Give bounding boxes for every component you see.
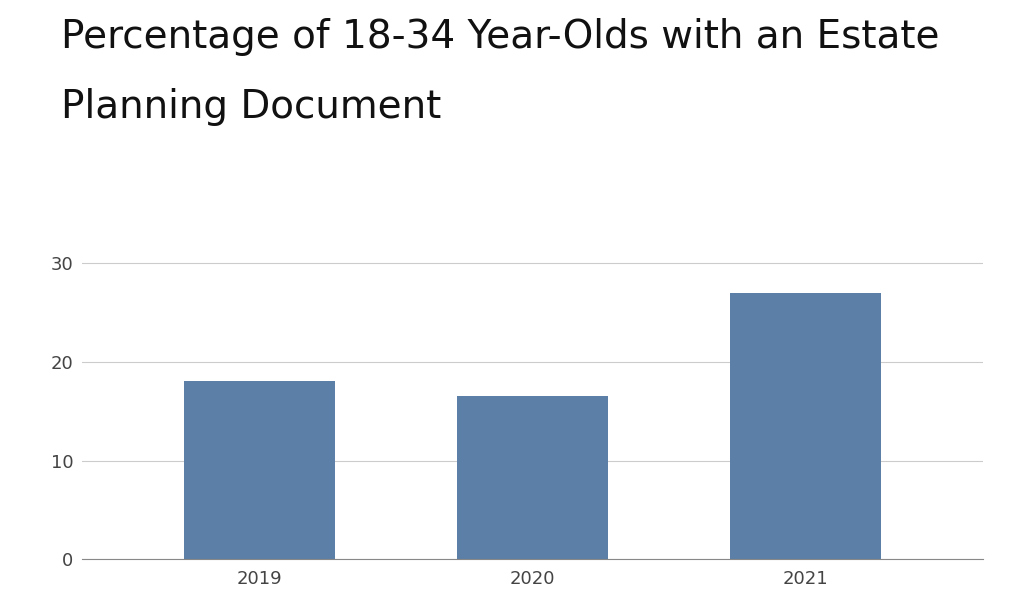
- Text: Planning Document: Planning Document: [61, 88, 441, 126]
- Bar: [184, 381, 335, 559]
- Text: Percentage of 18-34 Year-Olds with an Estate: Percentage of 18-34 Year-Olds with an Es…: [61, 18, 940, 57]
- Bar: [730, 292, 881, 559]
- Bar: [458, 396, 607, 559]
